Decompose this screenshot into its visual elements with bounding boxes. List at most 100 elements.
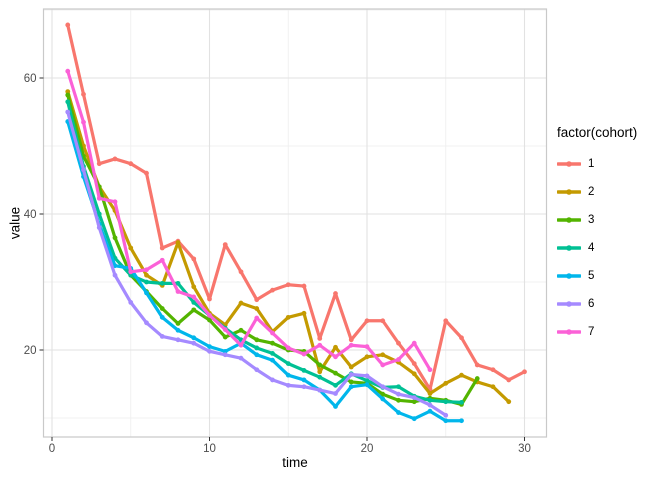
series-point-4 (427, 397, 433, 403)
series-point-2 (317, 369, 323, 375)
series-point-5 (443, 418, 449, 424)
series-point-5 (411, 416, 417, 422)
series-point-7 (364, 344, 370, 349)
series-point-4 (396, 384, 401, 390)
series-point-4 (191, 300, 197, 305)
series-point-3 (333, 370, 338, 376)
series-point-5 (222, 348, 228, 354)
series-point-7 (65, 68, 71, 74)
series-point-2 (380, 352, 386, 358)
series-point-6 (128, 300, 134, 305)
legend-item-label: 7 (588, 326, 595, 338)
series-point-5 (191, 335, 197, 341)
series-point-6 (175, 337, 181, 343)
series-point-2 (191, 284, 197, 290)
series-point-7 (112, 199, 118, 205)
legend-item-5: 5 (557, 262, 637, 290)
series-point-6 (333, 391, 338, 396)
series-point-2 (254, 306, 260, 311)
series-point-6 (254, 367, 260, 373)
legend-key-icon (557, 245, 581, 251)
series-point-2 (301, 310, 307, 316)
panel-border (42, 8, 548, 438)
series-point-5 (254, 352, 260, 358)
series-point-7 (348, 342, 354, 348)
y-axis-title: value (7, 206, 23, 240)
series-point-3 (159, 306, 165, 311)
series-point-1 (270, 287, 275, 293)
series-point-4 (285, 361, 291, 366)
series-point-1 (96, 161, 102, 167)
series-point-7 (222, 327, 228, 332)
series-line-7 (66, 69, 432, 372)
series-point-1 (396, 340, 401, 346)
series-point-3 (254, 337, 260, 343)
series-point-3 (411, 399, 417, 405)
series-point-5 (364, 382, 370, 388)
series-point-4 (364, 378, 370, 383)
series-point-6 (364, 373, 370, 379)
series-point-7 (254, 315, 260, 321)
series-point-5 (207, 344, 212, 349)
series-point-2 (333, 344, 338, 350)
series-point-1 (333, 291, 338, 296)
series-point-1 (490, 367, 496, 373)
series-point-1 (459, 335, 464, 341)
series-point-4 (317, 374, 323, 380)
series-point-2 (128, 245, 134, 251)
series-point-1 (222, 242, 228, 248)
legend-key-icon (557, 161, 581, 167)
series-point-3 (474, 376, 480, 381)
series-point-3 (396, 397, 401, 403)
series-point-1 (411, 361, 417, 366)
series-point-6 (270, 377, 275, 383)
legend-item-label: 2 (588, 186, 595, 198)
series-point-1 (364, 318, 370, 324)
series-point-6 (411, 395, 417, 400)
series-point-7 (270, 330, 275, 336)
series-point-5 (396, 410, 401, 415)
legend-item-label: 5 (588, 270, 595, 282)
series-point-3 (65, 92, 71, 98)
series-point-3 (222, 334, 228, 340)
series-point-5 (144, 290, 149, 296)
legend-key-icon (557, 189, 581, 195)
legend-item-label: 6 (588, 298, 595, 310)
series-point-2 (427, 391, 433, 396)
series-point-6 (65, 109, 71, 115)
series-point-6 (301, 384, 307, 390)
legend-item-2: 2 (557, 178, 637, 206)
series-point-7 (317, 342, 323, 348)
series-point-1 (112, 156, 118, 162)
series-line-4 (66, 100, 464, 404)
series-point-7 (380, 362, 386, 368)
legend-item-label: 1 (588, 158, 595, 170)
series-point-3 (238, 327, 244, 333)
x-tick-label: 20 (361, 443, 374, 455)
series-point-1 (238, 269, 244, 275)
series-point-3 (317, 362, 323, 368)
series-point-6 (348, 372, 354, 377)
series-point-3 (380, 391, 386, 397)
series-line-1 (66, 23, 527, 392)
series-point-7 (427, 367, 433, 373)
series-point-1 (128, 161, 134, 167)
series-point-2 (443, 380, 449, 386)
legend-item-1: 1 (557, 150, 637, 178)
legend-item-3: 3 (557, 206, 637, 234)
series-point-5 (285, 372, 291, 378)
series-point-2 (411, 371, 417, 377)
y-tick-label: 60 (24, 73, 37, 85)
series-point-7 (159, 257, 165, 263)
series-point-4 (333, 382, 338, 388)
series-point-6 (207, 348, 212, 354)
series-point-3 (175, 321, 181, 326)
series-point-7 (175, 289, 181, 294)
series-point-5 (333, 404, 338, 409)
series-point-1 (348, 337, 354, 343)
x-tick-label: 30 (518, 443, 531, 455)
series-point-7 (128, 269, 134, 275)
series-point-6 (112, 272, 118, 278)
